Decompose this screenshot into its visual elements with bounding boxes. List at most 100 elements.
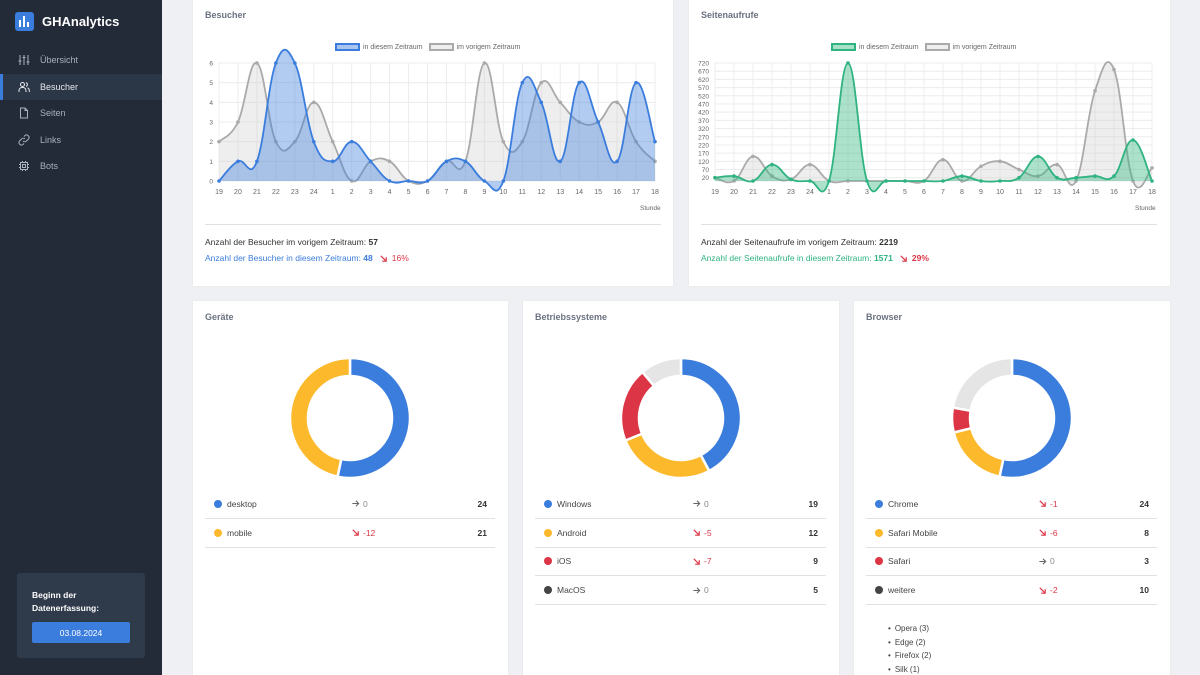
data-point[interactable] (311, 139, 316, 144)
doughnut-slice[interactable] (952, 426, 1005, 479)
data-point[interactable] (903, 179, 907, 183)
data-point[interactable] (846, 179, 850, 183)
legend-current-label[interactable]: in diesem Zeitraum (363, 43, 423, 51)
data-point[interactable] (425, 179, 430, 183)
data-point[interactable] (1074, 179, 1078, 183)
data-point[interactable] (255, 61, 259, 65)
data-point[interactable] (217, 179, 221, 183)
data-point[interactable] (1093, 174, 1097, 178)
list-item[interactable]: Safari 0 3 (866, 548, 1157, 577)
data-point[interactable] (236, 159, 240, 164)
sidebar-item-seiten[interactable]: Seiten (0, 100, 162, 127)
data-point[interactable] (615, 159, 619, 164)
list-item[interactable]: Chrome -1 24 (866, 490, 1157, 519)
sidebar-item-besucher[interactable]: Besucher (0, 73, 162, 100)
data-point[interactable] (236, 120, 240, 124)
data-point[interactable] (539, 80, 544, 85)
data-point[interactable] (1055, 162, 1059, 167)
data-point[interactable] (463, 159, 468, 164)
data-point[interactable] (520, 139, 525, 144)
data-point[interactable] (732, 174, 736, 178)
data-point[interactable] (349, 179, 354, 183)
data-point[interactable] (827, 179, 831, 183)
data-point[interactable] (1112, 67, 1116, 72)
data-point[interactable] (634, 139, 638, 144)
data-point[interactable] (846, 61, 850, 65)
data-point[interactable] (387, 159, 392, 164)
data-point[interactable] (1036, 154, 1040, 159)
data-point[interactable] (349, 139, 354, 144)
data-point[interactable] (751, 154, 755, 159)
data-point[interactable] (330, 159, 335, 164)
data-point[interactable] (501, 139, 506, 144)
data-point[interactable] (808, 162, 812, 167)
data-point[interactable] (255, 159, 259, 164)
data-point[interactable] (406, 179, 411, 183)
data-point[interactable] (941, 179, 945, 183)
data-point[interactable] (922, 179, 926, 183)
list-item[interactable]: Safari Mobile -6 8 (866, 519, 1157, 548)
legend-previous-label[interactable]: im vorigem Zeitraum (456, 43, 521, 51)
data-point[interactable] (960, 179, 964, 183)
data-point[interactable] (444, 159, 449, 164)
data-point[interactable] (293, 61, 297, 65)
data-point[interactable] (1017, 175, 1021, 180)
list-item[interactable]: mobile -12 21 (205, 519, 495, 548)
doughnut-slice[interactable] (951, 356, 1014, 413)
data-point[interactable] (293, 139, 297, 144)
legend-current-label[interactable]: in diesem Zeitraum (859, 43, 919, 51)
data-point[interactable] (387, 179, 392, 183)
data-point[interactable] (960, 174, 964, 178)
data-point[interactable] (1093, 89, 1097, 93)
data-point[interactable] (653, 139, 657, 144)
data-point[interactable] (941, 157, 945, 162)
list-item[interactable]: iOS -7 9 (535, 548, 826, 577)
sidebar-item-uebersicht[interactable]: Übersicht (0, 47, 162, 74)
list-item[interactable]: weitere -2 10 (866, 576, 1157, 606)
legend-previous-label[interactable]: im vorigem Zeitraum (952, 43, 1017, 51)
data-point[interactable] (1017, 167, 1021, 172)
data-point[interactable] (1131, 179, 1135, 183)
data-point[interactable] (770, 174, 774, 178)
data-point[interactable] (1036, 174, 1040, 178)
list-item[interactable]: Android -5 12 (535, 519, 826, 548)
data-point[interactable] (884, 179, 888, 183)
data-point[interactable] (368, 159, 373, 164)
data-point[interactable] (520, 80, 525, 85)
data-collection-start-date[interactable]: 03.08.2024 (32, 622, 130, 643)
list-item[interactable]: desktop 0 24 (205, 490, 495, 519)
data-point[interactable] (865, 179, 869, 183)
data-point[interactable] (1131, 138, 1135, 142)
data-point[interactable] (311, 100, 316, 105)
list-item[interactable]: MacOS 0 5 (535, 576, 826, 606)
doughnut-slice[interactable] (679, 356, 743, 473)
data-point[interactable] (558, 159, 563, 164)
data-point[interactable] (713, 175, 717, 180)
doughnut-slice[interactable] (336, 356, 412, 480)
doughnut-slice[interactable] (998, 356, 1074, 480)
data-point[interactable] (808, 179, 812, 183)
data-point[interactable] (615, 100, 619, 105)
doughnut-slice[interactable] (288, 356, 352, 479)
data-point[interactable] (217, 139, 221, 144)
data-point[interactable] (501, 179, 506, 183)
data-point[interactable] (789, 177, 793, 182)
list-item[interactable]: Windows 0 19 (535, 490, 826, 519)
data-point[interactable] (634, 80, 638, 85)
data-point[interactable] (1055, 175, 1059, 180)
data-point[interactable] (998, 179, 1002, 183)
data-point[interactable] (998, 159, 1002, 164)
data-point[interactable] (577, 120, 581, 124)
doughnut-slice[interactable] (640, 356, 683, 388)
data-point[interactable] (274, 139, 278, 144)
data-point[interactable] (751, 179, 755, 183)
data-point[interactable] (1074, 175, 1078, 180)
data-point[interactable] (482, 61, 487, 65)
sidebar-item-bots[interactable]: Bots (0, 153, 162, 180)
data-point[interactable] (770, 162, 774, 167)
data-point[interactable] (539, 100, 544, 105)
data-point[interactable] (1150, 166, 1154, 170)
data-point[interactable] (596, 120, 600, 124)
data-point[interactable] (274, 61, 278, 65)
data-point[interactable] (1112, 174, 1116, 178)
